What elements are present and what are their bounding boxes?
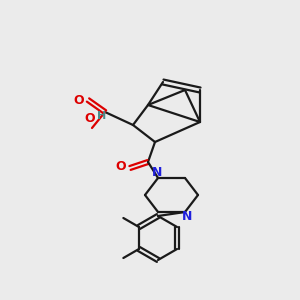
Text: O: O	[74, 94, 84, 106]
Text: O: O	[116, 160, 126, 172]
Text: N: N	[182, 211, 192, 224]
Text: H: H	[98, 111, 106, 121]
Text: N: N	[152, 166, 162, 178]
Text: O: O	[85, 112, 95, 124]
